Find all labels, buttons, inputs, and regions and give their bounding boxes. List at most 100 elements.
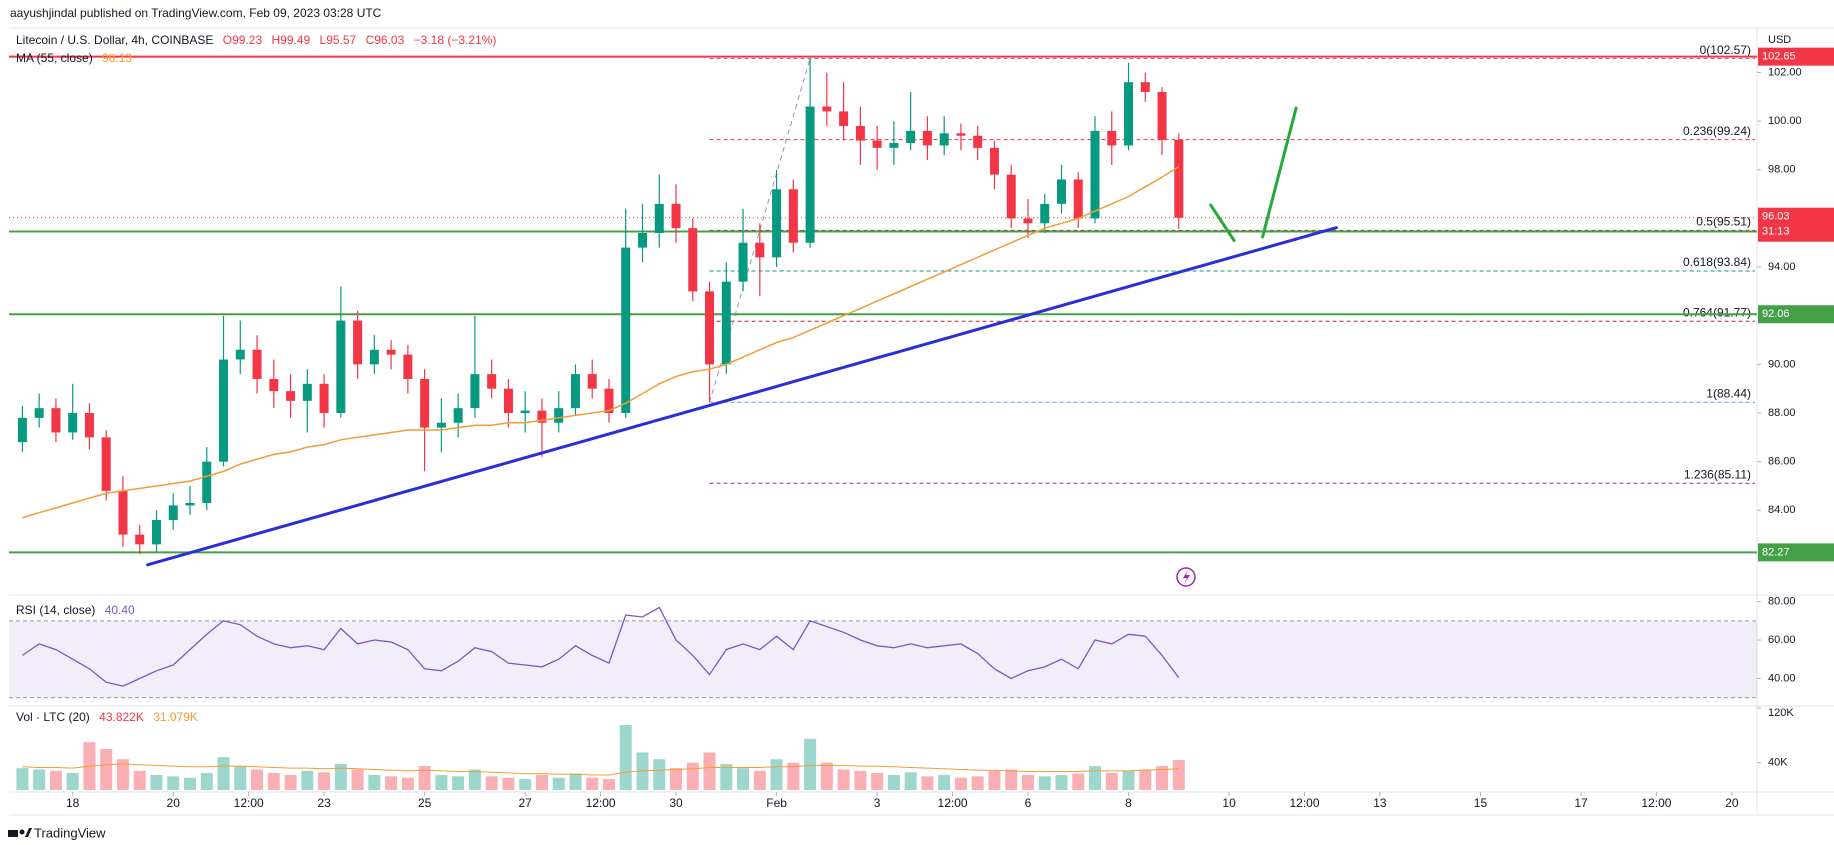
candle-body bbox=[101, 437, 111, 491]
x-tick-label: 12:00 bbox=[938, 796, 968, 810]
candle-body bbox=[872, 140, 882, 148]
x-tick-label: 12:00 bbox=[1641, 796, 1671, 810]
volume-bar bbox=[954, 777, 967, 790]
volume-tick-label: 40K bbox=[1768, 757, 1788, 769]
candle-body bbox=[252, 349, 262, 379]
fib-label: 1.236(85.11) bbox=[1684, 467, 1751, 481]
ma-value: 98.13 bbox=[102, 51, 132, 65]
volume-bar bbox=[485, 776, 498, 790]
volume-bar bbox=[284, 774, 297, 790]
candle-body bbox=[688, 228, 698, 292]
level-box bbox=[1758, 305, 1834, 324]
ma-line bbox=[22, 165, 1180, 519]
currency: USD bbox=[1768, 34, 1791, 46]
level-label: 82.27 bbox=[1762, 546, 1790, 558]
x-tick-label: 17 bbox=[1574, 796, 1588, 810]
legend-ma: MA (55, close) 98.13 bbox=[16, 51, 132, 65]
volume-tick-label: 120K bbox=[1768, 707, 1794, 719]
footer-logo-text: TradingView bbox=[34, 825, 106, 840]
x-tick-label: 18 bbox=[66, 796, 80, 810]
x-tick-label: 12:00 bbox=[1289, 796, 1319, 810]
y-tick-label: 100.00 bbox=[1768, 115, 1802, 127]
x-tick-label: 12:00 bbox=[586, 796, 616, 810]
candle-body bbox=[738, 242, 748, 282]
volume-bar bbox=[401, 777, 414, 790]
candle-body bbox=[68, 413, 78, 433]
last-price-label: 96.03 bbox=[1762, 211, 1790, 223]
candle-body bbox=[855, 125, 865, 141]
candle-body bbox=[922, 130, 932, 146]
legend-low: L95.57 bbox=[320, 33, 357, 47]
x-tick-label: 15 bbox=[1474, 796, 1488, 810]
main-pane: 0(102.57) 0.236(99.24) 0.5(95.51) 0.618(93.… bbox=[9, 43, 1757, 567]
y-tick-label: 94.00 bbox=[1768, 261, 1796, 273]
volume-bar bbox=[770, 759, 783, 790]
fib-label: 0.764(91.77) bbox=[1683, 305, 1751, 319]
candle-body bbox=[1107, 130, 1117, 146]
legend-change: −3.18 (−3.21%) bbox=[414, 33, 497, 47]
x-tick-label: 30 bbox=[669, 796, 683, 810]
volume-pane bbox=[16, 725, 1185, 790]
x-tick-label: 3 bbox=[874, 796, 881, 810]
x-tick-label: 23 bbox=[317, 796, 331, 810]
rsi-pane bbox=[9, 606, 1757, 699]
candle-body bbox=[1023, 218, 1033, 224]
level-box bbox=[1758, 47, 1834, 66]
candle-body bbox=[604, 388, 614, 414]
y-tick-label: 88.00 bbox=[1768, 407, 1796, 419]
volume-bar bbox=[318, 772, 331, 790]
header: aayushjindal published on TradingView.co… bbox=[10, 6, 382, 20]
alert-icon bbox=[1176, 567, 1196, 587]
candle-body bbox=[235, 349, 245, 360]
candle-body bbox=[84, 413, 94, 438]
volume-bar bbox=[150, 774, 163, 790]
legend-volume: Vol · LTC (20) 43.822K 31.079K bbox=[16, 710, 198, 724]
volume-bar bbox=[468, 769, 481, 790]
volume-bar bbox=[116, 759, 129, 790]
volume-bar bbox=[16, 768, 29, 790]
candle-body bbox=[219, 359, 229, 462]
volume-bar bbox=[1072, 773, 1085, 790]
legend-high: H99.49 bbox=[271, 33, 310, 47]
candle-body bbox=[839, 111, 849, 126]
volume-bar bbox=[871, 772, 884, 790]
volume-bar bbox=[251, 769, 264, 790]
candle-body bbox=[453, 408, 463, 423]
candle-body bbox=[1090, 130, 1100, 219]
candle-body bbox=[34, 408, 44, 418]
volume-bar bbox=[804, 738, 817, 790]
trend-line bbox=[1209, 203, 1236, 243]
candle-body bbox=[755, 242, 765, 258]
volume-bar bbox=[602, 779, 615, 790]
volume-bar bbox=[133, 770, 146, 790]
volume-bar bbox=[519, 779, 532, 790]
x-tick-label: 25 bbox=[418, 796, 432, 810]
volume-bar bbox=[753, 770, 766, 790]
x-tick-label: 27 bbox=[519, 796, 533, 810]
candle-body bbox=[1124, 82, 1134, 146]
volume-bar bbox=[184, 777, 197, 790]
volume-bar bbox=[66, 772, 79, 790]
candle-body bbox=[805, 106, 815, 243]
volume-ma-line bbox=[22, 763, 1179, 776]
x-tick-label: Feb bbox=[766, 796, 787, 810]
candle-body bbox=[353, 320, 363, 365]
candle-body bbox=[487, 374, 497, 389]
fib-label: 0.5(95.51) bbox=[1696, 215, 1751, 229]
candle-body bbox=[1056, 179, 1066, 204]
volume-bar bbox=[837, 769, 850, 790]
volume-bar bbox=[1038, 776, 1051, 790]
volume-bar bbox=[1005, 769, 1018, 790]
candle-body bbox=[151, 520, 161, 545]
volume-value: 43.822K bbox=[99, 710, 144, 724]
candle-body bbox=[403, 354, 413, 379]
candle-body bbox=[369, 349, 379, 365]
candle-body bbox=[537, 410, 547, 423]
volume-bar bbox=[1021, 774, 1034, 790]
candle-body bbox=[1073, 179, 1083, 219]
volume-bar bbox=[217, 757, 230, 790]
candle-body bbox=[989, 147, 999, 175]
candle-body bbox=[973, 135, 983, 148]
ma-name: MA (55, close) bbox=[16, 51, 93, 65]
rsi-line bbox=[22, 606, 1180, 687]
